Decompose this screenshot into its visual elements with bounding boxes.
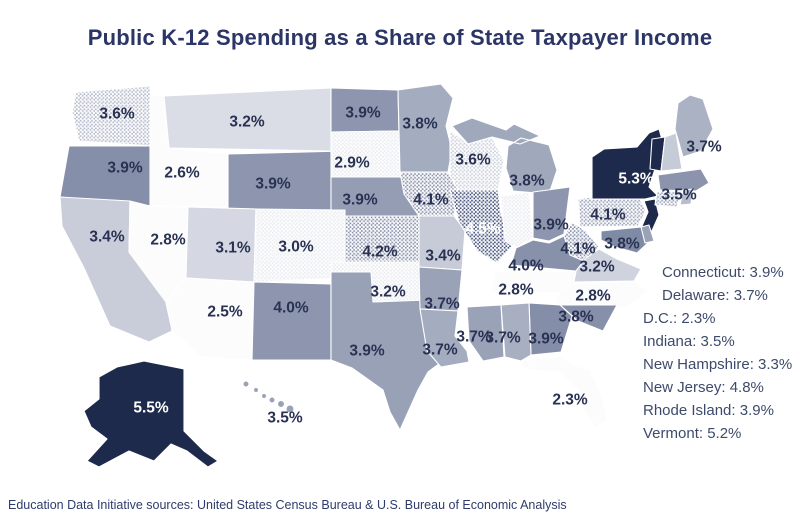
value-label-ny: 5.3% [618, 171, 654, 188]
value-label-oh: 3.9% [533, 217, 569, 234]
value-label-ga: 3.9% [528, 331, 564, 348]
legend-item-delaware: Delaware: 3.7% [662, 287, 768, 304]
value-label-ma: 3.5% [661, 187, 697, 204]
value-label-ks: 4.2% [362, 244, 398, 261]
value-label-ia: 4.1% [413, 192, 449, 209]
value-label-mi: 3.8% [509, 173, 545, 190]
state-value-labels: 3.6% 3.9% 3.4% 2.8% 2.6% 3.2% 3.9% 3.1% 3.0% 2.5%… [89, 105, 722, 427]
state-florida [520, 355, 609, 429]
value-label-ky: 4.0% [508, 258, 544, 275]
state-rhode-island [679, 188, 694, 206]
state-connecticut [654, 190, 682, 208]
state-missouri [418, 215, 466, 271]
value-label-ca: 3.4% [89, 229, 125, 246]
legend-item-indiana: Indiana: 3.5% [643, 333, 735, 350]
state-louisiana [419, 308, 470, 368]
state-ohio [532, 186, 571, 242]
value-label-wv: 4.1% [560, 241, 596, 258]
state-alaska [83, 360, 219, 468]
value-label-hi: 3.5% [267, 410, 303, 427]
legend-item-new-jersey: New Jersey: 4.8% [643, 379, 764, 396]
value-label-sc: 3.8% [558, 309, 594, 326]
value-label-nm: 4.0% [273, 300, 309, 317]
state-west-virginia [563, 221, 600, 263]
value-label-ak: 5.5% [133, 400, 169, 417]
value-label-tn: 2.8% [498, 282, 534, 299]
value-label-la: 3.7% [422, 342, 458, 359]
value-label-pa: 4.1% [590, 207, 626, 224]
legend-item-rhode-island: Rhode Island: 3.9% [643, 402, 774, 419]
state-texas [330, 271, 444, 431]
value-label-ne: 3.9% [342, 192, 378, 209]
state-maine [674, 94, 714, 158]
legend-item-vermont: Vermont: 5.2% [643, 425, 742, 442]
value-label-id: 2.6% [164, 165, 200, 182]
legend-item-connecticut: Connecticut: 3.9% [662, 264, 784, 281]
value-label-sd: 2.9% [334, 155, 370, 172]
state-alabama [500, 302, 532, 362]
state-mississippi [466, 304, 505, 362]
value-label-al: 3.7% [485, 330, 521, 347]
state-illinois [449, 189, 513, 264]
value-label-tx: 3.9% [349, 343, 385, 360]
value-label-co: 3.0% [278, 239, 314, 256]
state-indiana [500, 191, 534, 249]
state-hawaii [242, 380, 295, 414]
value-label-ms: 3.7% [456, 329, 492, 346]
value-label-nc: 2.8% [575, 288, 611, 305]
legend-item-new-hampshire: New Hampshire: 3.3% [643, 356, 793, 373]
value-label-nv: 2.8% [150, 232, 186, 249]
value-label-az: 2.5% [207, 304, 243, 321]
state-virginia [573, 248, 642, 283]
value-label-mt: 3.2% [229, 114, 265, 131]
state-massachusetts [657, 168, 710, 192]
state-michigan [451, 117, 558, 195]
value-label-mn: 3.8% [402, 116, 438, 133]
value-label-wa: 3.6% [99, 106, 135, 123]
small-states-legend: Connecticut: 3.9% Delaware: 3.7% D.C.: 2… [643, 261, 792, 445]
value-label-va: 3.2% [579, 259, 615, 276]
value-label-ar: 3.7% [424, 296, 460, 313]
state-delaware [640, 224, 655, 244]
value-label-fl: 2.3% [552, 392, 588, 409]
value-label-ut: 3.1% [215, 240, 251, 257]
source-attribution: Education Data Initiative sources: Unite… [8, 498, 567, 512]
value-label-wy: 3.9% [255, 176, 291, 193]
value-label-il: 4.5% [465, 221, 501, 238]
value-label-or: 3.9% [107, 160, 143, 177]
state-new-hampshire [660, 132, 683, 172]
value-label-ok: 3.2% [370, 284, 406, 301]
value-label-md: 3.8% [604, 236, 640, 253]
state-new-mexico [251, 281, 332, 361]
value-label-nd: 3.9% [345, 105, 381, 122]
legend-item-dc: D.C.: 2.3% [643, 310, 716, 327]
page-title: Public K-12 Spending as a Share of State… [87, 25, 713, 50]
value-label-mo: 3.4% [425, 248, 461, 265]
value-label-me: 3.7% [686, 139, 722, 156]
value-label-wi: 3.6% [455, 152, 491, 169]
